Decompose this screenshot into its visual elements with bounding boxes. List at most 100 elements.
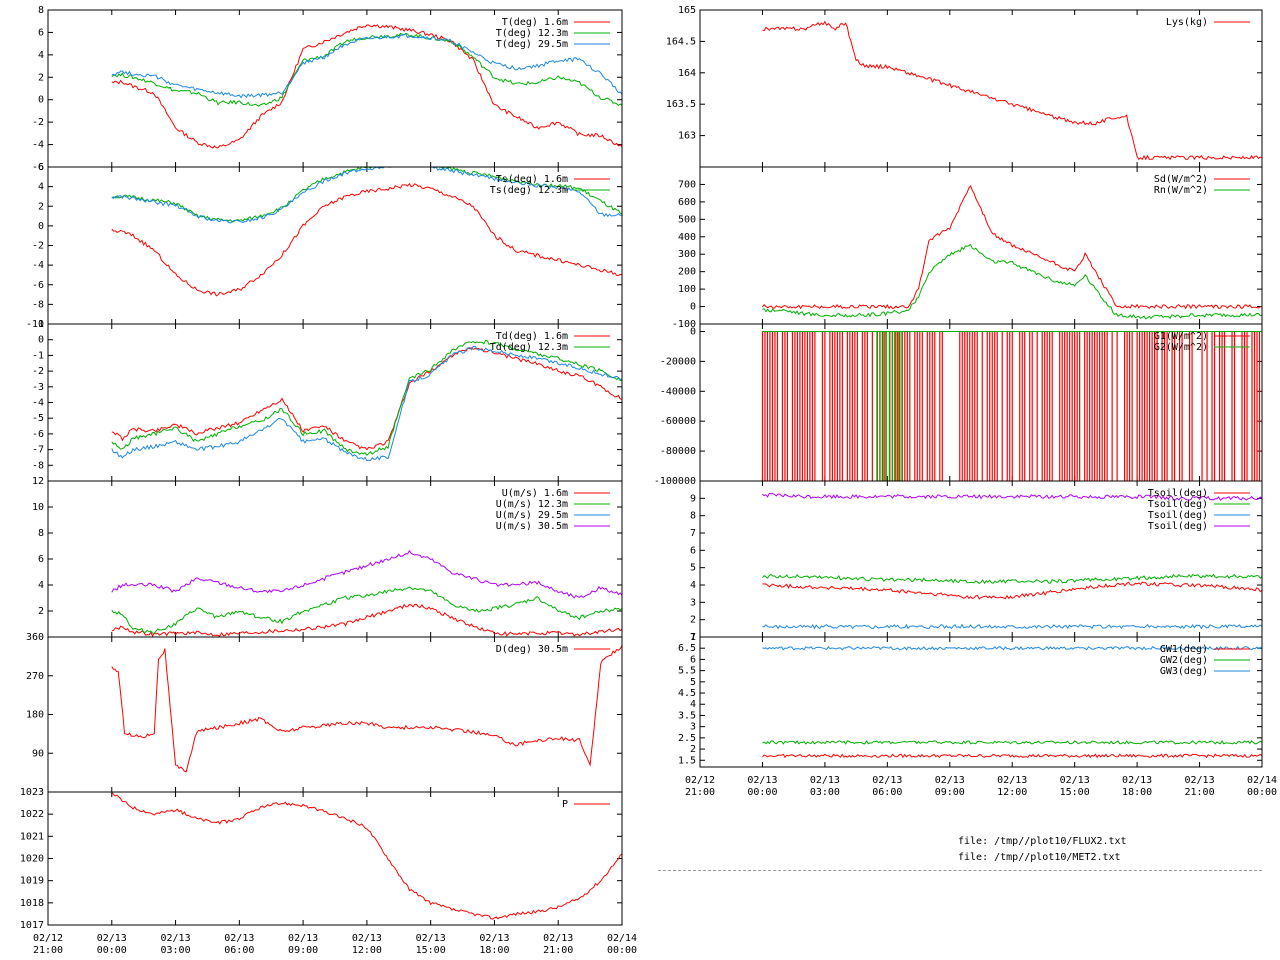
y-tick-label: 6.5: [678, 643, 696, 654]
y-tick-label: 5.5: [678, 666, 696, 677]
legend-label: U(m/s) 12.3m: [496, 499, 568, 510]
series-line: [111, 166, 623, 224]
y-tick-label: -3: [32, 382, 44, 393]
y-tick-label: 4.5: [678, 688, 696, 699]
y-tick-label: 2: [38, 606, 44, 617]
y-tick-label: 4: [38, 182, 44, 193]
legend-label: T(deg) 29.5m: [496, 39, 568, 50]
y-tick-label: 4: [690, 699, 696, 710]
series-line: [762, 581, 1263, 600]
legend-label: G2(W/m^2): [1154, 342, 1208, 353]
y-tick-label: 90: [32, 748, 44, 759]
y-tick-label: 180: [26, 710, 44, 721]
y-tick-label: 1021: [20, 831, 44, 842]
y-tick-label: 9: [690, 493, 696, 504]
y-tick-label: 163.5: [666, 99, 696, 110]
x-tick-label: 09:00: [935, 787, 965, 798]
y-tick-label: 5: [690, 563, 696, 574]
y-tick-label: 8: [38, 5, 44, 16]
x-tick-label: 02/13: [288, 933, 318, 944]
y-tick-label: 6: [38, 554, 44, 565]
plot-frame: [47, 636, 623, 793]
legend-label: Sd(W/m^2): [1154, 174, 1208, 185]
y-tick-label: 165: [678, 5, 696, 16]
y-tick-label: -100000: [654, 476, 696, 487]
series-line: [111, 339, 622, 456]
x-tick-label: 21:00: [1185, 787, 1215, 798]
series-line: [111, 549, 623, 599]
legend-label: Rn(W/m^2): [1154, 185, 1208, 196]
x-tick-label: 02/13: [1060, 775, 1090, 786]
x-tick-label: 03:00: [810, 787, 840, 798]
x-tick-label: 18:00: [1122, 787, 1152, 798]
series-line: [111, 603, 623, 638]
y-tick-label: -10: [26, 319, 44, 330]
series-line: [111, 645, 623, 773]
series-line: [762, 243, 1263, 320]
x-tick-label: 02/13: [416, 933, 446, 944]
x-tick-label: 00:00: [1247, 787, 1277, 798]
series-line: [762, 185, 1263, 310]
y-tick-label: 164.5: [666, 36, 696, 47]
y-tick-label: 6: [690, 545, 696, 556]
y-tick-label: 1020: [20, 854, 44, 865]
y-tick-label: 163: [678, 131, 696, 142]
y-tick-label: -4: [32, 398, 44, 409]
x-tick-label: 00:00: [607, 945, 637, 956]
y-tick-label: 1: [690, 632, 696, 643]
series-line: [762, 492, 1263, 501]
x-tick-label: 06:00: [224, 945, 254, 956]
series-line: [111, 345, 623, 462]
y-tick-label: 4: [38, 580, 44, 591]
x-tick-label: 02/13: [543, 933, 573, 944]
file-line-met: file: /tmp//plot10/MET2.txt: [958, 852, 1121, 863]
x-tick-label: 02/13: [352, 933, 382, 944]
legend-label: Lys(kg): [1166, 17, 1208, 28]
y-tick-label: -80000: [660, 446, 696, 457]
y-tick-label: -5: [32, 413, 44, 424]
x-tick-label: 02/13: [479, 933, 509, 944]
y-tick-label: -6: [32, 280, 44, 291]
y-tick-label: 1023: [20, 787, 44, 798]
legend-label: P: [562, 799, 568, 810]
legend-label: G1(W/m^2): [1154, 331, 1208, 342]
y-tick-label: 7: [690, 632, 696, 643]
file-line-flux: file: /tmp//plot10/FLUX2.txt: [958, 836, 1127, 847]
x-tick-label: 02/13: [810, 775, 840, 786]
y-tick-label: 2.5: [678, 733, 696, 744]
y-tick-label: 6: [38, 27, 44, 38]
legend-label: Tsoil(deg): [1148, 499, 1208, 510]
legend-label: T(deg) 12.3m: [496, 28, 568, 39]
x-tick-label: 02/13: [1185, 775, 1215, 786]
series-line: [762, 623, 1263, 630]
y-tick-label: 6: [38, 162, 44, 173]
legend-label: Tsoil(deg): [1148, 510, 1208, 521]
legend-label: Tsoil(deg): [1148, 521, 1208, 532]
y-tick-label: 1: [38, 319, 44, 330]
y-tick-label: -4: [32, 260, 44, 271]
series-line: [111, 182, 623, 297]
legend-label: U(m/s) 29.5m: [496, 510, 568, 521]
y-tick-label: 2: [38, 72, 44, 83]
y-tick-label: 1022: [20, 809, 44, 820]
legend-label: GW1(deg): [1160, 644, 1208, 655]
y-tick-label: 3: [690, 722, 696, 733]
x-tick-label: 02/13: [872, 775, 902, 786]
y-tick-label: 3: [690, 597, 696, 608]
legend-label: T(deg) 1.6m: [502, 17, 568, 28]
y-tick-label: -6: [32, 429, 44, 440]
x-tick-label: 02/12: [33, 933, 63, 944]
y-tick-label: -8: [32, 460, 44, 471]
series-line: [111, 33, 623, 99]
plot-frame: [699, 636, 1263, 768]
y-tick-label: 200: [678, 267, 696, 278]
y-tick-label: 4: [38, 50, 44, 61]
series-line: [111, 791, 623, 920]
y-tick-label: 400: [678, 232, 696, 243]
x-tick-label: 00:00: [747, 787, 777, 798]
y-tick-label: 1019: [20, 876, 44, 887]
x-tick-label: 02/14: [607, 933, 637, 944]
y-tick-label: 8: [690, 511, 696, 522]
y-tick-label: -7: [32, 445, 44, 456]
